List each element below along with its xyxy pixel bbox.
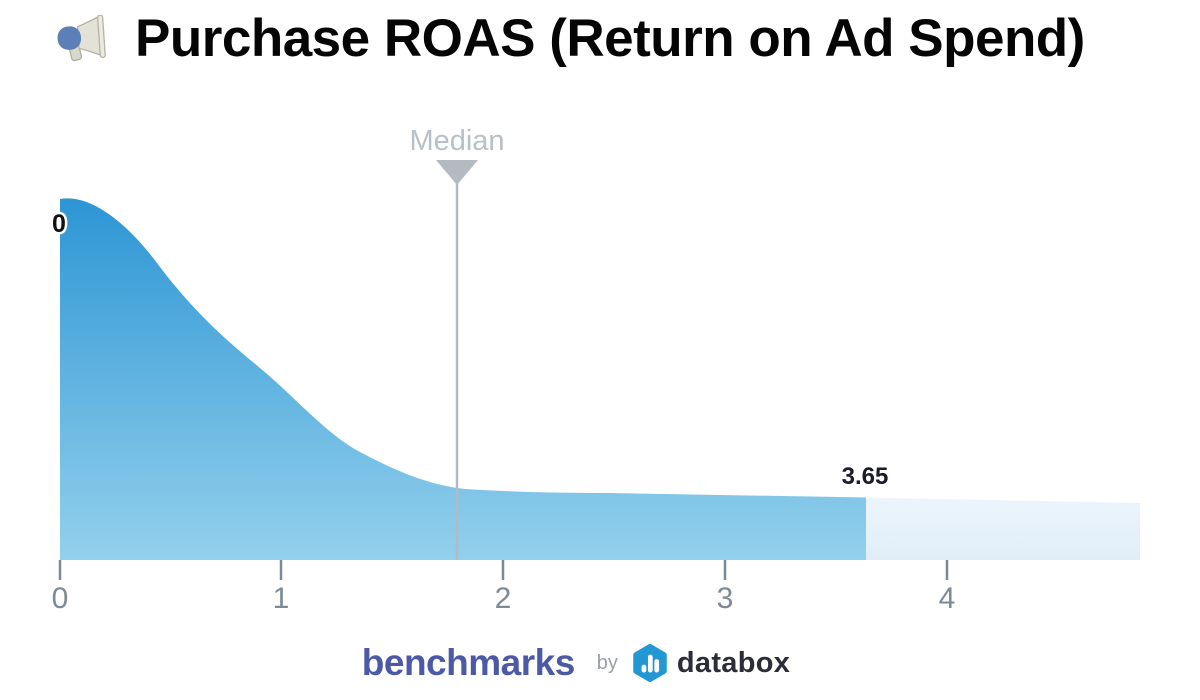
by-label: by bbox=[596, 651, 618, 674]
curve-start-value: 0 bbox=[52, 210, 66, 238]
median-triangle-icon bbox=[436, 160, 478, 185]
x-tick-3: 3 bbox=[717, 582, 734, 615]
footer-branding: benchmarks by databox bbox=[362, 642, 790, 684]
x-tick-1: 1 bbox=[273, 582, 290, 615]
median-label: Median bbox=[409, 125, 504, 157]
megaphone-icon bbox=[57, 14, 106, 61]
density-area-tail bbox=[866, 497, 1140, 560]
databox-wordmark: databox bbox=[676, 646, 791, 679]
benchmarks-wordmark: benchmarks bbox=[361, 642, 576, 683]
curve-end-value: 3.65 bbox=[842, 463, 889, 490]
databox-logo-icon bbox=[633, 644, 667, 682]
header: Purchase ROAS (Return on Ad Spend) bbox=[55, 8, 1200, 69]
page-title: Purchase ROAS (Return on Ad Spend) bbox=[135, 9, 1085, 68]
footer: benchmarks by databox bbox=[0, 642, 1200, 684]
density-area-main bbox=[60, 198, 866, 560]
x-tick-4: 4 bbox=[939, 582, 956, 615]
x-tick-2: 2 bbox=[495, 582, 512, 615]
x-axis: 0 1 2 3 4 bbox=[52, 560, 956, 615]
x-tick-0: 0 bbox=[52, 582, 69, 615]
median-marker: Median bbox=[409, 125, 505, 560]
